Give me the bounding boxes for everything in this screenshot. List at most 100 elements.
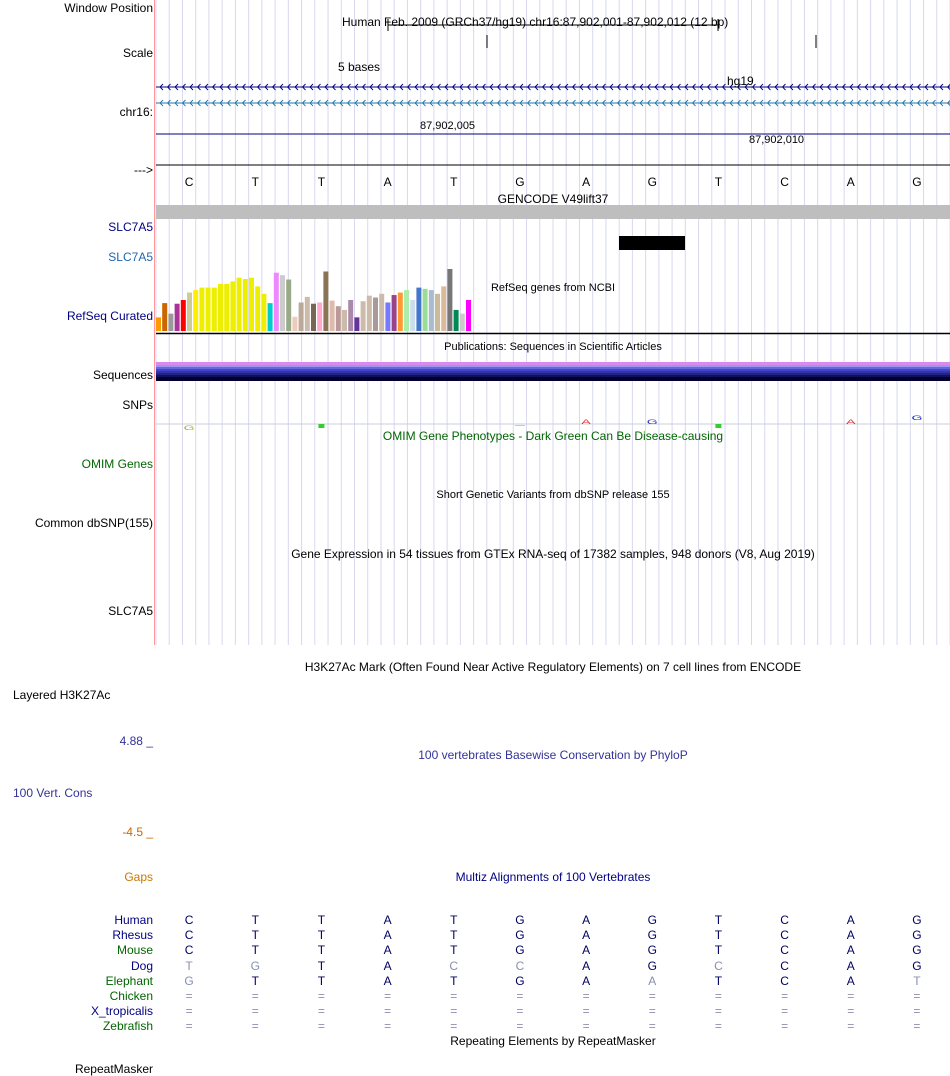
aligned-base: T	[311, 959, 331, 973]
species-label-human[interactable]: Human	[114, 913, 153, 927]
aligned-base: G	[510, 943, 530, 957]
aligned-base: =	[179, 1019, 199, 1033]
gtex-bar	[175, 304, 180, 331]
aligned-base: =	[179, 989, 199, 1003]
gtex-bar	[292, 317, 297, 331]
h3k27ac-layer	[156, 369, 950, 371]
sequences-label[interactable]: Sequences	[0, 368, 153, 382]
phylop-label[interactable]: 100 Vert. Cons	[13, 786, 950, 800]
aligned-base: T	[245, 913, 265, 927]
aligned-base: C	[775, 959, 795, 973]
aligned-base: =	[245, 1019, 265, 1033]
aligned-base: =	[576, 989, 596, 1003]
aligned-base: =	[444, 1004, 464, 1018]
gtex-bar	[311, 304, 316, 331]
refseq-track-title[interactable]: RefSeq genes from NCBI	[156, 281, 950, 295]
species-label-chicken[interactable]: Chicken	[110, 989, 153, 1003]
gencode-item-1[interactable]: SLC7A5	[0, 220, 153, 234]
aligned-base: =	[642, 989, 662, 1003]
refseq-label[interactable]: RefSeq Curated	[0, 309, 153, 323]
aligned-base: G	[642, 959, 662, 973]
aligned-base: C	[179, 913, 199, 927]
gtex-bar	[156, 317, 161, 331]
aligned-base: =	[907, 1019, 927, 1033]
aligned-base: A	[841, 959, 861, 973]
aligned-base: A	[576, 928, 596, 942]
omim-track-title[interactable]: OMIM Gene Phenotypes - Dark Green Can Be…	[156, 429, 950, 443]
h3k27ac-track-title[interactable]: H3K27Ac Mark (Often Found Near Active Re…	[156, 660, 950, 674]
species-label-x_tropicalis[interactable]: X_tropicalis	[91, 1004, 153, 1018]
aligned-base: T	[907, 974, 927, 988]
gtex-bar	[193, 290, 198, 331]
gencode-track-title[interactable]: GENCODE V49lift37	[156, 192, 950, 206]
gtex-bar	[181, 300, 186, 331]
omim-label[interactable]: OMIM Genes	[0, 457, 153, 471]
gtex-bar	[305, 297, 310, 331]
species-label-dog[interactable]: Dog	[131, 959, 153, 973]
reference-base: T	[245, 175, 265, 189]
h3k27ac-label[interactable]: Layered H3K27Ac	[13, 688, 950, 702]
aligned-base: C	[775, 943, 795, 957]
aligned-base: =	[378, 989, 398, 1003]
aligned-base: A	[576, 974, 596, 988]
species-label-rhesus[interactable]: Rhesus	[112, 928, 153, 942]
aligned-base: C	[775, 913, 795, 927]
aligned-base: T	[311, 913, 331, 927]
gtex-bar	[429, 290, 434, 331]
coord-label-2: 87,902,010	[749, 133, 950, 147]
gtex-bar	[447, 269, 452, 331]
repeatmasker-track-title[interactable]: Repeating Elements by RepeatMasker	[156, 1034, 950, 1048]
repeatmasker-label[interactable]: RepeatMasker	[0, 1062, 153, 1076]
aligned-base: A	[378, 974, 398, 988]
aligned-base: A	[642, 974, 662, 988]
aligned-base: A	[841, 928, 861, 942]
dbsnp-label[interactable]: Common dbSNP(155)	[0, 516, 153, 530]
reference-base: G	[510, 175, 530, 189]
gaps-label[interactable]: Gaps	[0, 870, 153, 884]
phylop-glyph: G	[647, 419, 658, 426]
reference-base: G	[642, 175, 662, 189]
aligned-base: T	[311, 974, 331, 988]
aligned-base: T	[245, 928, 265, 942]
gtex-track-title[interactable]: Gene Expression in 54 tissues from GTEx …	[156, 547, 950, 561]
aligned-base: =	[775, 1019, 795, 1033]
species-label-zebrafish[interactable]: Zebrafish	[103, 1019, 153, 1033]
aligned-base: A	[841, 943, 861, 957]
aligned-base: G	[907, 913, 927, 927]
aligned-base: A	[841, 974, 861, 988]
strand-label: --->	[0, 163, 153, 177]
aligned-base: G	[642, 928, 662, 942]
species-label-elephant[interactable]: Elephant	[106, 974, 153, 988]
gtex-bar	[317, 302, 322, 331]
reference-base: G	[907, 175, 927, 189]
aligned-base: C	[179, 928, 199, 942]
aligned-base: G	[907, 928, 927, 942]
aligned-base: =	[179, 1004, 199, 1018]
aligned-base: T	[311, 928, 331, 942]
phylop-glyph: G	[911, 415, 922, 422]
gencode-item-2[interactable]: SLC7A5	[0, 250, 153, 264]
multiz-track-title[interactable]: Multiz Alignments of 100 Vertebrates	[156, 870, 950, 884]
phylop-glyph: A	[581, 419, 591, 426]
dbsnp-track-title[interactable]: Short Genetic Variants from dbSNP releas…	[156, 488, 950, 502]
snps-label[interactable]: SNPs	[0, 398, 153, 412]
h3k27ac-layer	[156, 373, 950, 375]
h3k27ac-layer	[156, 371, 950, 373]
reference-base: T	[311, 175, 331, 189]
aligned-base: T	[708, 974, 728, 988]
phylop-min-label: -4.5 _	[0, 825, 153, 839]
window-position-label: Window Position	[0, 1, 153, 15]
gtex-bar	[187, 293, 192, 331]
window-position-value: Human Feb. 2009 (GRCh37/hg19) chr16:87,9…	[342, 15, 950, 29]
aligned-base: =	[378, 1019, 398, 1033]
gtex-label[interactable]: SLC7A5	[0, 604, 153, 618]
aligned-base: C	[444, 959, 464, 973]
gtex-bar	[336, 306, 341, 331]
scale-label: Scale	[0, 46, 153, 60]
aligned-base: T	[444, 928, 464, 942]
aligned-base: T	[708, 913, 728, 927]
gtex-bar	[268, 303, 273, 331]
species-label-mouse[interactable]: Mouse	[117, 943, 153, 957]
pubs-track-title[interactable]: Publications: Sequences in Scientific Ar…	[156, 340, 950, 354]
phylop-track-title[interactable]: 100 vertebrates Basewise Conservation by…	[156, 748, 950, 762]
